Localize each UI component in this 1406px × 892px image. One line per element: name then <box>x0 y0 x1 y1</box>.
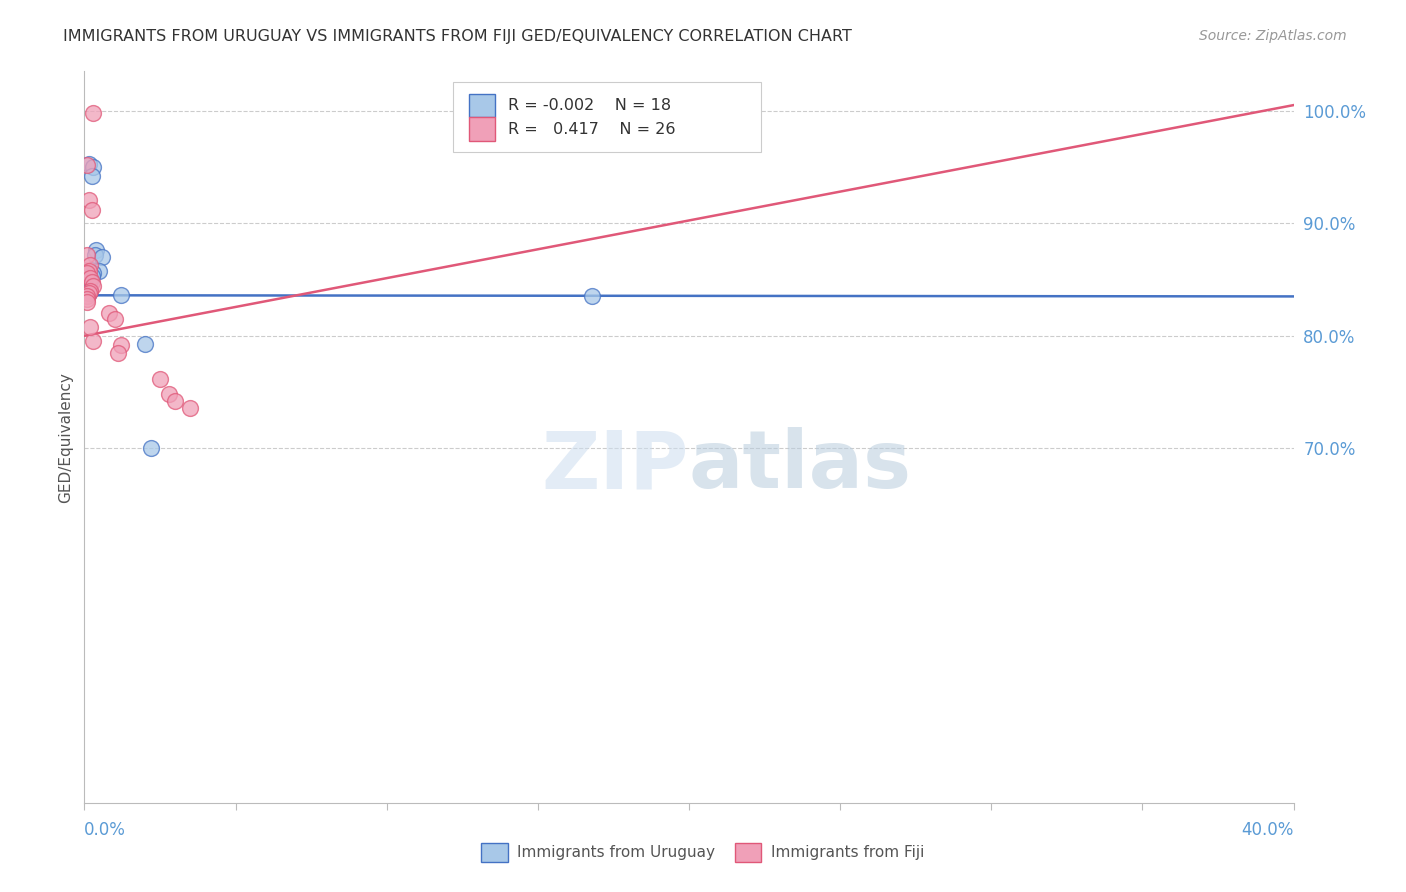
Point <box>82 266 104 280</box>
Point <box>165 394 187 409</box>
Point <box>79 274 101 288</box>
Point <box>80 275 103 289</box>
Point <box>82 160 104 174</box>
Point <box>76 280 98 294</box>
Point <box>139 442 162 456</box>
Point <box>76 289 98 303</box>
Point <box>91 250 114 264</box>
FancyBboxPatch shape <box>468 118 495 141</box>
Point <box>179 401 201 415</box>
FancyBboxPatch shape <box>468 94 495 118</box>
Point <box>110 338 132 352</box>
Point <box>149 371 172 385</box>
Y-axis label: GED/Equivalency: GED/Equivalency <box>58 372 73 502</box>
Point <box>76 248 98 262</box>
Point <box>77 263 100 277</box>
Point <box>76 266 98 280</box>
Text: IMMIGRANTS FROM URUGUAY VS IMMIGRANTS FROM FIJI GED/EQUIVALENCY CORRELATION CHAR: IMMIGRANTS FROM URUGUAY VS IMMIGRANTS FR… <box>63 29 852 44</box>
Text: ZIP: ZIP <box>541 427 689 506</box>
FancyBboxPatch shape <box>453 82 762 152</box>
Text: Source: ZipAtlas.com: Source: ZipAtlas.com <box>1199 29 1347 43</box>
Point <box>80 269 103 284</box>
Text: Immigrants from Uruguay: Immigrants from Uruguay <box>517 845 716 860</box>
Point <box>77 286 100 301</box>
Point <box>110 288 132 302</box>
Text: 40.0%: 40.0% <box>1241 821 1294 839</box>
Text: Immigrants from Fiji: Immigrants from Fiji <box>770 845 925 860</box>
FancyBboxPatch shape <box>481 844 508 862</box>
Text: 0.0%: 0.0% <box>84 821 127 839</box>
Point <box>80 202 103 217</box>
Point <box>79 258 101 272</box>
Point <box>107 345 129 359</box>
Point <box>76 158 98 172</box>
Point <box>77 156 100 170</box>
Point <box>77 278 100 293</box>
FancyBboxPatch shape <box>735 844 762 862</box>
Point <box>134 336 156 351</box>
Point <box>97 306 120 320</box>
Point <box>79 283 101 297</box>
Point <box>77 286 100 301</box>
Point <box>104 312 127 326</box>
Point <box>82 106 104 120</box>
Text: R =   0.417    N = 26: R = 0.417 N = 26 <box>508 121 675 136</box>
Point <box>84 248 107 262</box>
Point <box>79 284 101 298</box>
Point <box>86 244 108 258</box>
Point <box>76 292 98 306</box>
Point <box>581 289 603 303</box>
Point <box>82 279 104 293</box>
Point <box>79 319 101 334</box>
Point <box>89 263 111 277</box>
Point <box>80 169 103 183</box>
Point <box>82 334 104 349</box>
Point <box>157 387 180 401</box>
Point <box>77 193 100 207</box>
Text: atlas: atlas <box>689 427 912 506</box>
Text: R = -0.002    N = 18: R = -0.002 N = 18 <box>508 98 671 113</box>
Point <box>79 271 101 285</box>
Point <box>76 295 98 310</box>
